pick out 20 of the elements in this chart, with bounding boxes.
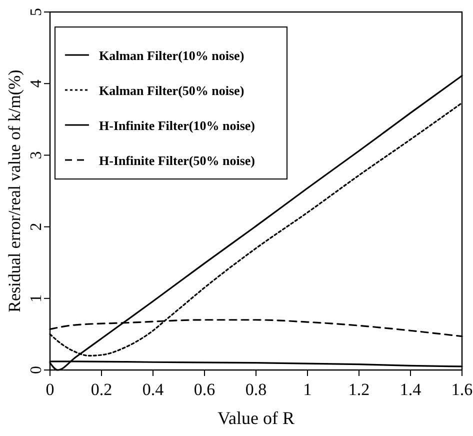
x-tick-label: 1 [303, 380, 312, 399]
x-tick-label: 0.4 [142, 380, 164, 399]
x-tick-label: 1.2 [348, 380, 370, 399]
x-tick-label: 0.2 [90, 380, 112, 399]
x-axis-title: Value of R [218, 408, 294, 428]
y-tick-label: 2 [28, 222, 45, 231]
legend-label: Kalman Filter(10% noise) [99, 48, 244, 63]
x-tick-label: 1.4 [400, 380, 422, 399]
x-tick-label: 1.6 [451, 380, 473, 399]
y-tick-label: 3 [28, 151, 45, 160]
x-tick-label: 0.8 [245, 380, 267, 399]
y-tick-label: 0 [28, 366, 45, 374]
y-axis-title: Residual error/real value of k/m(%) [5, 70, 24, 312]
legend-label: H-Infinite Filter(50% noise) [99, 153, 255, 168]
x-tick-label: 0.6 [194, 380, 216, 399]
legend-label: H-Infinite Filter(10% noise) [99, 118, 255, 133]
y-tick-label: 5 [28, 8, 45, 16]
y-tick-label: 4 [28, 80, 45, 88]
y-tick-label: 1 [28, 294, 45, 302]
legend-label: Kalman Filter(50% noise) [99, 83, 244, 98]
